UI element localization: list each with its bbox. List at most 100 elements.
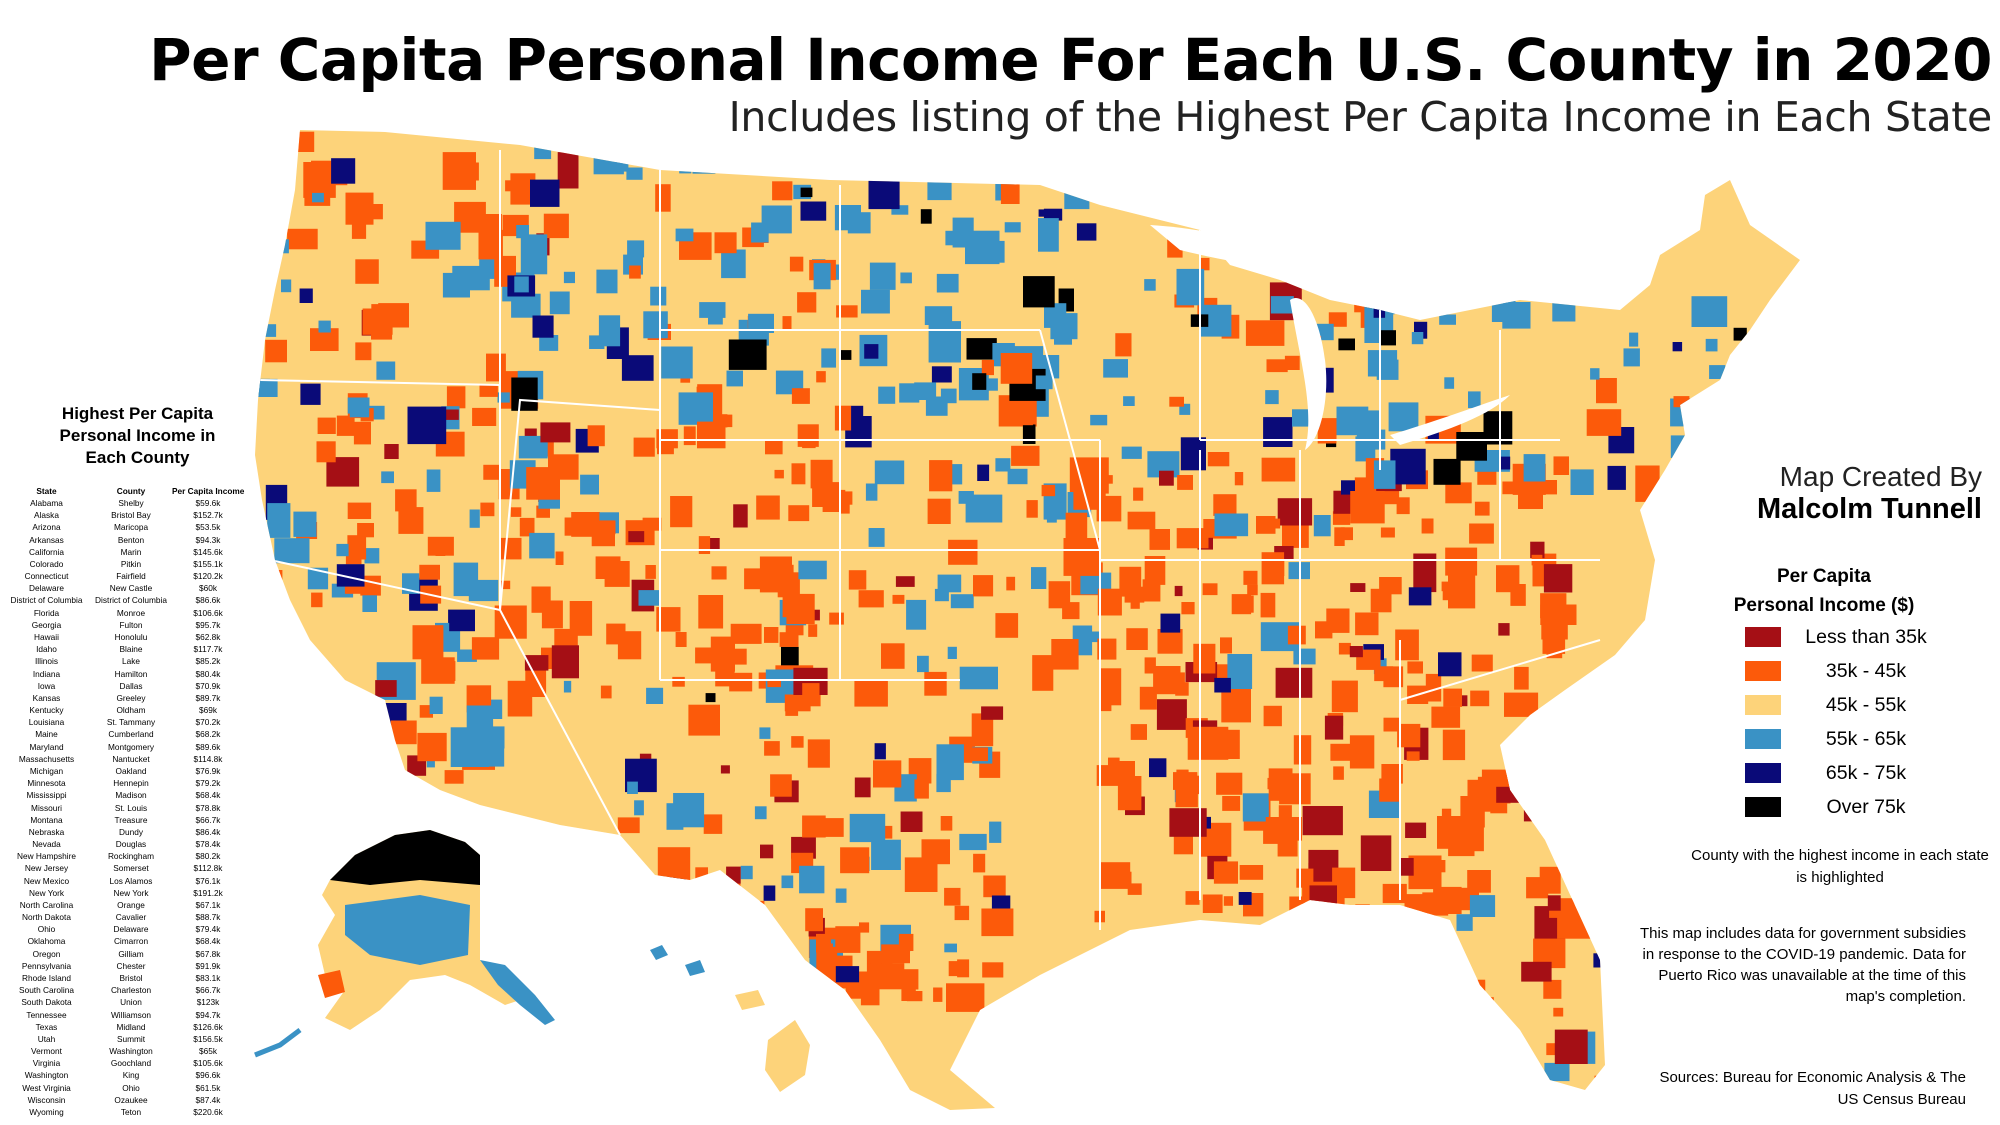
table-row: Connecticut Fairfield $120.2k: [0, 570, 260, 582]
county-patch: [1502, 481, 1520, 495]
county-patch: [1127, 511, 1156, 530]
county-patch: [729, 672, 753, 692]
county-patch: [1479, 1076, 1492, 1094]
county-patch: [1483, 411, 1513, 445]
county-patch: [1099, 475, 1113, 484]
county-patch: [514, 276, 529, 293]
county-patch: [1221, 686, 1251, 723]
county-patch: [349, 398, 370, 418]
legend-item: 65k - 75k: [1745, 762, 1955, 784]
county-patch: [950, 594, 974, 609]
county-patch: [1216, 772, 1243, 795]
county-patch: [1379, 330, 1396, 346]
income-cell: $95.7k: [195, 619, 221, 630]
county-patch: [267, 503, 291, 538]
state-cell: Indiana: [32, 668, 61, 679]
county-patch: [375, 680, 397, 697]
county-patch: [1355, 904, 1370, 916]
county-patch: [973, 853, 986, 873]
income-cell: $65k: [199, 1046, 217, 1057]
county-patch: [1157, 629, 1183, 654]
table-row: Pennsylvania Chester $91.9k: [0, 960, 260, 972]
contiguous-us-counties: [255, 130, 1800, 1110]
map-subtitle: Includes listing of the Highest Per Capi…: [728, 93, 1993, 141]
county-patch: [587, 425, 605, 447]
county-patch: [1394, 907, 1410, 924]
county-patch: [643, 311, 668, 339]
county-patch: [1026, 500, 1038, 518]
state-cell: North Carolina: [19, 899, 74, 910]
state-cell: Rhode Island: [22, 973, 71, 984]
state-cell: Tennessee: [26, 1009, 67, 1020]
county-patch: [1512, 1078, 1531, 1108]
county-patch: [656, 429, 678, 449]
county-patch: [1443, 688, 1462, 707]
income-cell: $85.2k: [195, 656, 221, 667]
county-patch: [621, 355, 654, 381]
county-patch: [1407, 661, 1423, 674]
county-patch: [868, 528, 885, 547]
county-patch: [478, 229, 503, 260]
county-patch: [1541, 617, 1568, 640]
state-cell: Nevada: [32, 839, 61, 850]
county-patch: [1433, 458, 1461, 485]
county-patch: [799, 865, 825, 894]
state-cell: Alaska: [34, 510, 59, 521]
county-patch: [1400, 858, 1414, 876]
county-patch: [989, 821, 1002, 843]
county-patch: [1388, 402, 1419, 432]
state-cell: Hawaii: [34, 631, 59, 642]
state-cell: Louisiana: [28, 717, 65, 728]
income-cell: $120.2k: [193, 571, 223, 582]
county-patch: [948, 539, 978, 565]
state-cell: Arkansas: [29, 534, 64, 545]
county-patch: [557, 152, 579, 189]
income-cell: $70.2k: [195, 717, 221, 728]
county-patch: [868, 178, 900, 210]
income-cell: $80.2k: [195, 851, 221, 862]
table-title-line-1: Highest Per Capita: [61, 404, 214, 423]
income-cell: $126.6k: [193, 1021, 223, 1032]
table-row: Idaho Blaine $117.7k: [0, 643, 260, 655]
county-patch: [1530, 541, 1545, 559]
income-cell: $76.1k: [195, 875, 221, 886]
county-patch: [344, 712, 381, 736]
county-patch: [1231, 594, 1252, 615]
county-patch: [970, 747, 988, 762]
county-patch: [497, 392, 510, 403]
county-patch: [638, 590, 661, 606]
county-patch: [1481, 1040, 1501, 1060]
county-patch: [1050, 313, 1078, 340]
county-patch: [412, 625, 444, 660]
county-patch: [673, 793, 705, 828]
county-patch: [816, 371, 826, 383]
county-patch: [1349, 646, 1363, 658]
table-row: District of Columbia District of Columbia…: [0, 594, 260, 606]
county-patch: [1350, 251, 1367, 271]
income-cell: $94.7k: [195, 1009, 221, 1020]
county-patch: [995, 458, 1011, 472]
county-patch: [1441, 581, 1457, 592]
county-patch: [1442, 589, 1453, 601]
state-cell: South Carolina: [19, 985, 74, 996]
county-patch: [1442, 729, 1466, 761]
map-title: Per Capita Personal Income For Each U.S.…: [149, 26, 1992, 94]
legend-label: 65k - 75k: [1825, 762, 1907, 784]
county-patch: [606, 917, 636, 952]
county-patch: [580, 474, 599, 495]
credit-line: Map Created By: [1779, 461, 1982, 492]
income-cell: $91.9k: [195, 960, 221, 971]
county-patch: [1553, 1007, 1564, 1017]
header-state: State: [36, 486, 57, 496]
county-patch: [760, 558, 780, 577]
county-patch: [563, 271, 575, 284]
county-cell: Fulton: [119, 619, 143, 630]
table-row: Oklahoma Cimarron $68.4k: [0, 935, 260, 947]
county-patch: [1214, 677, 1231, 693]
alaska: [254, 830, 555, 1058]
state-cell: New Hampshire: [16, 851, 77, 862]
county-patch: [816, 933, 831, 953]
county-patch: [1328, 312, 1347, 327]
county-patch: [661, 877, 678, 901]
county-patch: [1176, 528, 1209, 549]
